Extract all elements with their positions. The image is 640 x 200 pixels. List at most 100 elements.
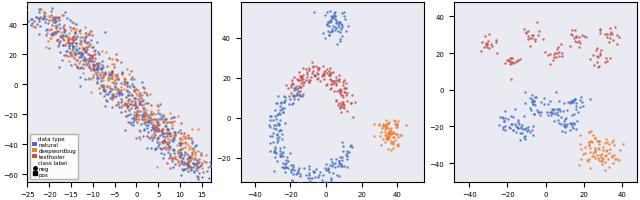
Point xyxy=(213,167,223,170)
Point xyxy=(543,113,553,117)
Point xyxy=(549,56,559,59)
Point xyxy=(392,126,403,129)
Point xyxy=(345,145,355,148)
Point xyxy=(83,53,93,56)
Point xyxy=(125,107,136,110)
Point xyxy=(128,85,138,88)
Point xyxy=(267,135,277,138)
Point xyxy=(291,78,301,81)
Point xyxy=(152,136,163,139)
Point xyxy=(272,137,282,140)
Point xyxy=(527,129,538,132)
Point xyxy=(338,150,348,153)
Point xyxy=(141,102,152,105)
Point xyxy=(590,157,600,160)
Point xyxy=(330,15,340,19)
Point xyxy=(529,113,539,116)
Point xyxy=(75,44,85,47)
Point xyxy=(321,83,332,86)
Point xyxy=(79,37,90,40)
Point xyxy=(68,27,79,30)
Point xyxy=(77,53,87,57)
Point xyxy=(575,43,586,46)
Point xyxy=(160,118,170,121)
Point xyxy=(607,141,618,144)
Point xyxy=(138,99,148,102)
Point xyxy=(329,82,339,86)
Point xyxy=(100,105,110,108)
Point xyxy=(84,46,94,49)
Point xyxy=(536,101,547,104)
Point xyxy=(378,123,388,126)
Point xyxy=(337,155,347,159)
Point xyxy=(28,18,38,22)
Point xyxy=(21,10,31,13)
Point xyxy=(329,80,339,83)
Point xyxy=(572,41,582,45)
Point xyxy=(295,172,305,175)
Point xyxy=(301,174,311,177)
Point xyxy=(198,171,208,174)
Legend: data type, natural, deepwordbug, textfooler, class label, neg, pos: data type, natural, deepwordbug, textfoo… xyxy=(30,134,79,179)
Point xyxy=(338,81,348,84)
Point xyxy=(272,133,282,136)
Point xyxy=(133,89,143,92)
Point xyxy=(166,133,177,137)
Point xyxy=(566,34,577,37)
Point xyxy=(280,159,291,162)
Point xyxy=(499,128,509,131)
Point xyxy=(158,147,168,150)
Point xyxy=(107,70,117,73)
Point xyxy=(566,34,577,37)
Point xyxy=(588,154,598,158)
Point xyxy=(77,53,88,56)
Point xyxy=(52,39,62,42)
Point xyxy=(609,143,620,147)
Point xyxy=(386,132,396,136)
Point xyxy=(285,152,295,155)
Point xyxy=(513,59,523,63)
Point xyxy=(559,102,569,105)
Point xyxy=(51,27,61,30)
Point xyxy=(138,113,148,116)
Point xyxy=(40,21,50,25)
Point xyxy=(328,71,339,74)
Point xyxy=(509,61,520,64)
Point xyxy=(163,131,173,135)
Point xyxy=(491,39,501,42)
Point xyxy=(289,102,299,105)
Point xyxy=(330,16,340,19)
Point xyxy=(156,148,166,151)
Point xyxy=(570,40,580,43)
Point xyxy=(551,57,561,60)
Point xyxy=(348,116,358,119)
Point xyxy=(51,16,61,19)
Point xyxy=(71,59,81,62)
Point xyxy=(324,34,334,37)
Point xyxy=(305,172,315,175)
Point xyxy=(536,111,546,114)
Point xyxy=(157,141,167,144)
Point xyxy=(568,99,578,102)
Point xyxy=(577,34,588,37)
Point xyxy=(516,127,526,130)
Point xyxy=(193,161,204,165)
Point xyxy=(68,52,78,55)
Point xyxy=(141,124,152,127)
Point xyxy=(72,52,82,55)
Point xyxy=(202,170,212,173)
Point xyxy=(149,127,159,130)
Point xyxy=(77,72,88,76)
Point xyxy=(92,81,102,85)
Point xyxy=(325,72,335,75)
Point xyxy=(167,157,177,160)
Point xyxy=(328,162,339,165)
Point xyxy=(484,47,494,50)
Point xyxy=(87,57,97,61)
Point xyxy=(376,131,386,134)
Point xyxy=(340,87,351,91)
Point xyxy=(94,62,104,65)
Point xyxy=(502,59,513,62)
Point xyxy=(294,166,304,169)
Point xyxy=(196,152,207,155)
